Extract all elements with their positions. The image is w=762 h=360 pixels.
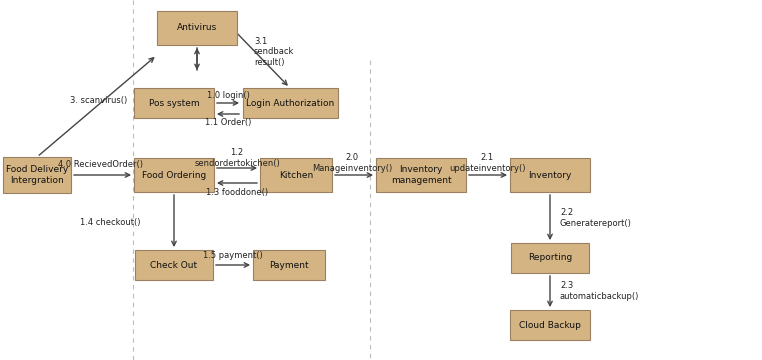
Text: Reporting: Reporting bbox=[528, 253, 572, 262]
Text: Payment: Payment bbox=[269, 261, 309, 270]
Text: 2.2
Generatereport(): 2.2 Generatereport() bbox=[560, 208, 632, 228]
FancyBboxPatch shape bbox=[260, 158, 332, 192]
Text: 1.4 checkout(): 1.4 checkout() bbox=[79, 217, 140, 226]
Text: Inventory: Inventory bbox=[528, 171, 572, 180]
Text: Cloud Backup: Cloud Backup bbox=[519, 320, 581, 329]
Text: 1.0 login(): 1.0 login() bbox=[207, 91, 249, 100]
Text: Kitchen: Kitchen bbox=[279, 171, 313, 180]
Text: 1.2
sendordertokichen(): 1.2 sendordertokichen() bbox=[194, 148, 280, 168]
Text: 1.1 Order(): 1.1 Order() bbox=[205, 117, 251, 126]
Text: 3. scanvirus(): 3. scanvirus() bbox=[70, 95, 127, 104]
FancyBboxPatch shape bbox=[134, 88, 214, 118]
Text: 2.3
automaticbackup(): 2.3 automaticbackup() bbox=[560, 281, 639, 301]
FancyBboxPatch shape bbox=[511, 243, 589, 273]
FancyBboxPatch shape bbox=[376, 158, 466, 192]
FancyBboxPatch shape bbox=[510, 310, 590, 340]
Text: Antivirus: Antivirus bbox=[177, 23, 217, 32]
Text: Food Ordering: Food Ordering bbox=[142, 171, 207, 180]
Text: 3.1
sendback
result(): 3.1 sendback result() bbox=[254, 37, 294, 67]
FancyBboxPatch shape bbox=[253, 250, 325, 280]
Text: Inventory
management: Inventory management bbox=[391, 165, 451, 185]
FancyBboxPatch shape bbox=[135, 250, 213, 280]
FancyBboxPatch shape bbox=[242, 88, 338, 118]
Text: 4.0 RecievedOrder(): 4.0 RecievedOrder() bbox=[57, 161, 142, 170]
Text: 1.3 fooddone(): 1.3 fooddone() bbox=[206, 189, 268, 198]
Text: 2.1
updateinventory(): 2.1 updateinventory() bbox=[449, 153, 525, 173]
FancyBboxPatch shape bbox=[510, 158, 590, 192]
Text: Pos system: Pos system bbox=[149, 99, 200, 108]
Text: Check Out: Check Out bbox=[150, 261, 197, 270]
Text: Login Authorization: Login Authorization bbox=[246, 99, 334, 108]
Text: 2.0
Manageinventory(): 2.0 Manageinventory() bbox=[312, 153, 392, 173]
FancyBboxPatch shape bbox=[134, 158, 214, 192]
Text: 1.5 payment(): 1.5 payment() bbox=[203, 251, 263, 260]
Text: Food Delivery
Intergration: Food Delivery Intergration bbox=[6, 165, 68, 185]
FancyBboxPatch shape bbox=[157, 11, 237, 45]
FancyBboxPatch shape bbox=[3, 157, 71, 193]
